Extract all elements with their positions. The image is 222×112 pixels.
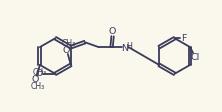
Text: CH₃: CH₃ <box>31 82 45 91</box>
Text: CH₃: CH₃ <box>62 39 76 48</box>
Text: F: F <box>181 34 186 43</box>
Text: O: O <box>36 69 43 78</box>
Text: H: H <box>127 42 132 51</box>
Text: O: O <box>62 46 69 55</box>
Text: O: O <box>109 27 116 36</box>
Text: Cl: Cl <box>190 53 200 62</box>
Text: O: O <box>31 75 39 84</box>
Text: CH₃: CH₃ <box>32 68 47 77</box>
Text: N: N <box>121 44 128 53</box>
